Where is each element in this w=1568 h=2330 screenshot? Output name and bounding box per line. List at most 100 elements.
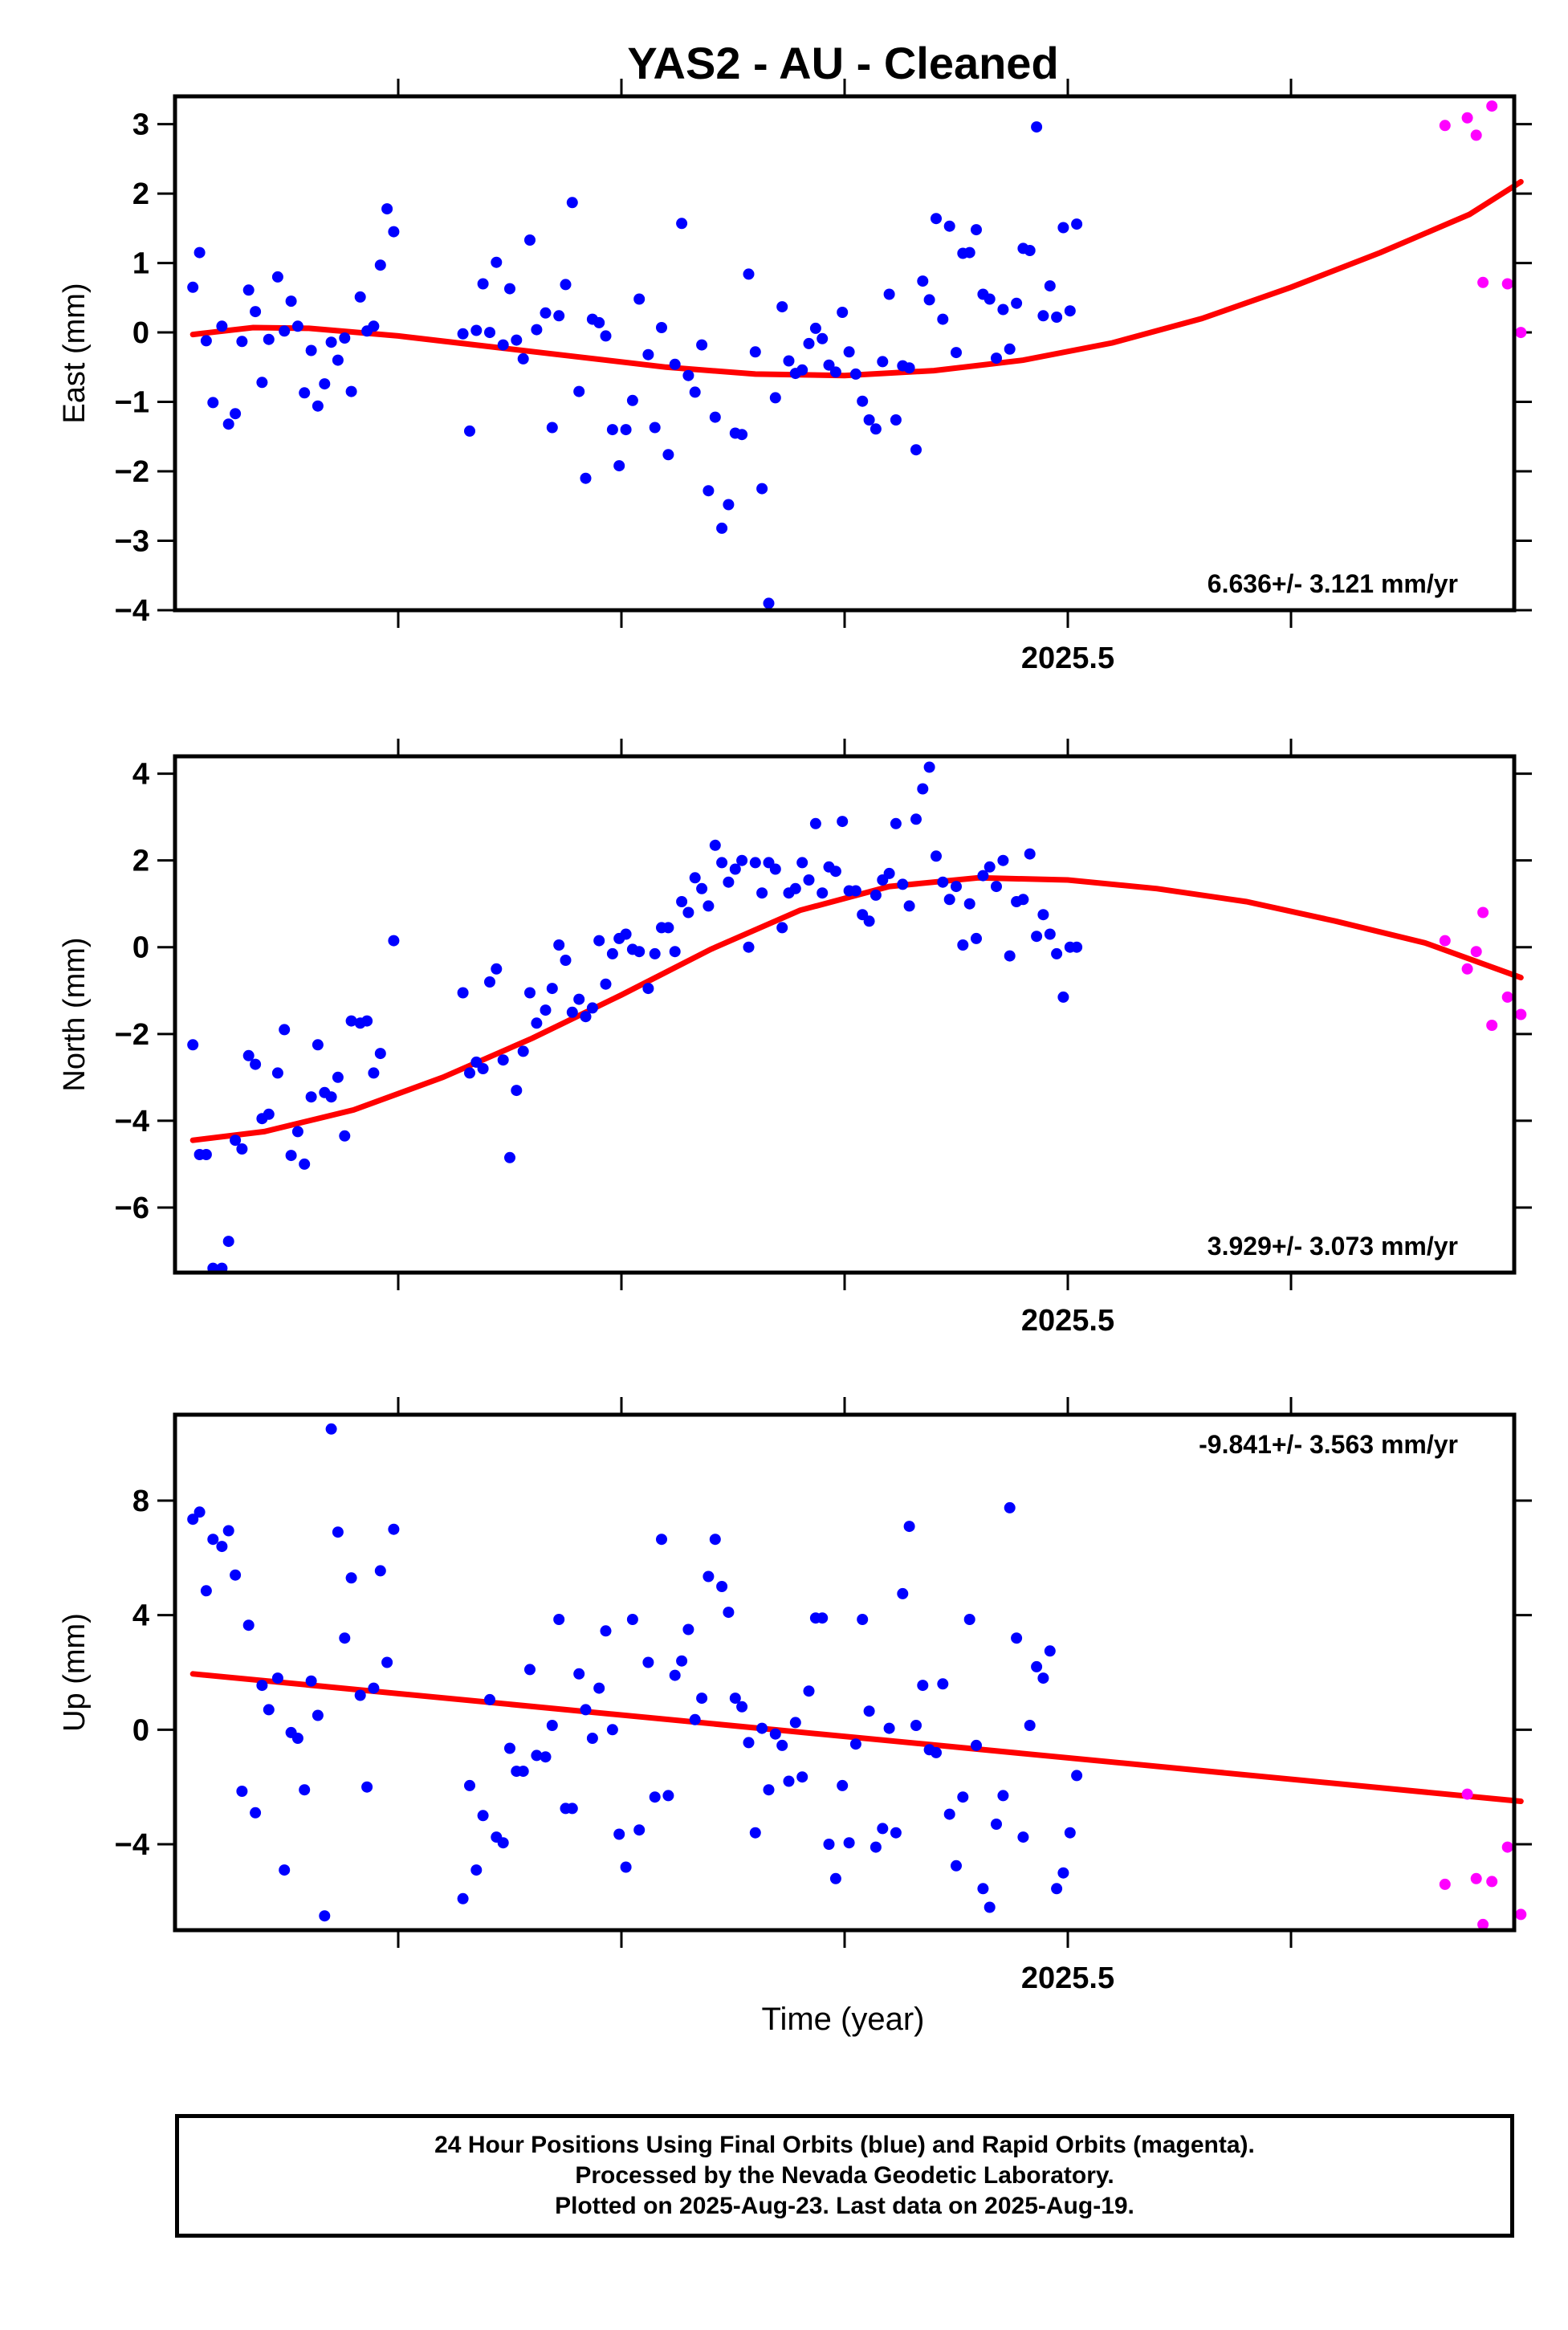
east-y-axis-label: East (mm): [58, 283, 92, 423]
final-orbit-point: [837, 1779, 849, 1791]
final-orbit-point: [703, 1570, 715, 1583]
final-orbit-point: [649, 1791, 661, 1803]
final-orbit-point: [843, 346, 855, 358]
final-orbit-point: [193, 1506, 206, 1518]
final-orbit-point: [642, 1656, 654, 1668]
final-orbit-point: [870, 889, 882, 901]
final-orbit-point: [263, 1108, 275, 1120]
final-orbit-point: [312, 1709, 324, 1721]
final-orbit-point: [910, 813, 922, 825]
figure-title: YAS2 - AU - Cleaned: [627, 38, 1058, 88]
final-orbit-point: [374, 259, 386, 271]
final-orbit-point: [817, 1612, 829, 1624]
final-orbit-point: [517, 1045, 529, 1057]
final-orbit-point: [849, 1738, 861, 1750]
rapid-orbit-point: [1439, 935, 1451, 947]
final-orbit-point: [256, 377, 268, 389]
final-orbit-point: [849, 368, 861, 380]
final-orbit-point: [606, 424, 618, 436]
final-orbit-point: [573, 993, 585, 1005]
final-orbit-point: [285, 295, 297, 308]
final-orbit-point: [484, 327, 495, 339]
final-orbit-point: [633, 1824, 646, 1836]
final-orbit-point: [457, 328, 469, 340]
final-orbit-point: [546, 1720, 558, 1731]
east-final-points: [187, 121, 1083, 609]
final-orbit-point: [863, 414, 875, 426]
final-orbit-point: [600, 978, 612, 990]
final-orbit-point: [776, 1739, 788, 1751]
final-orbit-point: [626, 394, 638, 406]
final-orbit-point: [524, 1664, 536, 1676]
final-orbit-point: [917, 783, 929, 795]
final-orbit-point: [381, 1656, 393, 1668]
rapid-orbit-point: [1486, 100, 1498, 112]
final-orbit-point: [1017, 1831, 1029, 1843]
final-orbit-point: [870, 1841, 882, 1853]
final-orbit-point: [890, 1827, 902, 1839]
final-orbit-point: [531, 324, 543, 336]
final-orbit-point: [971, 224, 982, 236]
final-orbit-point: [388, 935, 400, 947]
final-orbit-point: [977, 1883, 989, 1895]
final-orbit-point: [187, 1513, 199, 1525]
final-orbit-point: [890, 817, 902, 829]
final-orbit-point: [613, 460, 625, 472]
final-orbit-point: [963, 1614, 975, 1625]
final-orbit-point: [729, 863, 741, 875]
final-orbit-point: [910, 1720, 922, 1731]
final-orbit-point: [524, 987, 536, 999]
final-orbit-point: [943, 1808, 955, 1820]
final-orbit-point: [457, 1892, 469, 1904]
final-orbit-point: [984, 293, 996, 305]
final-orbit-point: [263, 333, 275, 345]
final-orbit-point: [305, 1675, 317, 1687]
final-orbit-point: [230, 408, 242, 420]
final-orbit-point: [991, 881, 1002, 893]
final-orbit-point: [285, 1150, 297, 1162]
final-orbit-point: [736, 1701, 748, 1713]
final-orbit-point: [250, 1058, 262, 1070]
final-orbit-point: [242, 1049, 255, 1061]
final-orbit-point: [703, 485, 715, 497]
final-orbit-point: [756, 483, 768, 495]
rapid-orbit-point: [1461, 1788, 1473, 1800]
final-orbit-point: [656, 1534, 667, 1546]
final-orbit-point: [991, 1819, 1002, 1830]
final-orbit-point: [803, 874, 815, 886]
final-orbit-point: [971, 1739, 982, 1751]
north-rate-label: 3.929+/- 3.073 mm/yr: [1208, 1232, 1458, 1261]
final-orbit-point: [305, 1091, 317, 1103]
east-axis-ticks: −4 −3 −2 −1 0 1 2 3 2025.5: [115, 79, 1532, 675]
final-orbit-point: [279, 1864, 291, 1876]
final-orbit-point: [457, 987, 469, 999]
final-orbit-point: [633, 946, 646, 958]
east-plot-frame: [173, 94, 1517, 613]
final-orbit-point: [716, 522, 728, 534]
final-orbit-point: [339, 1632, 351, 1644]
final-orbit-point: [656, 322, 667, 333]
final-orbit-point: [829, 1872, 841, 1884]
final-orbit-point: [354, 1689, 366, 1701]
final-orbit-point: [546, 983, 558, 995]
y-tick-label: −4: [115, 1828, 149, 1862]
final-orbit-point: [470, 324, 483, 336]
final-orbit-point: [870, 423, 882, 435]
final-orbit-point: [931, 1746, 942, 1758]
final-orbit-point: [339, 1130, 351, 1142]
final-orbit-point: [796, 857, 808, 869]
final-orbit-point: [997, 1790, 1009, 1802]
final-orbit-point: [769, 1728, 781, 1740]
final-orbit-point: [1024, 245, 1036, 256]
final-orbit-point: [566, 197, 578, 209]
final-orbit-point: [256, 1680, 268, 1692]
final-orbit-point: [325, 336, 337, 348]
final-orbit-point: [723, 1607, 735, 1619]
east-rate-label: 6.636+/- 3.121 mm/yr: [1208, 569, 1458, 598]
final-orbit-point: [776, 922, 788, 934]
final-orbit-point: [723, 876, 735, 888]
final-orbit-point: [368, 1067, 380, 1079]
x-tick-label: 2025.5: [1021, 1961, 1114, 1995]
final-orbit-point: [271, 271, 283, 283]
footer-line-2: Processed by the Nevada Geodetic Laborat…: [575, 2162, 1114, 2189]
